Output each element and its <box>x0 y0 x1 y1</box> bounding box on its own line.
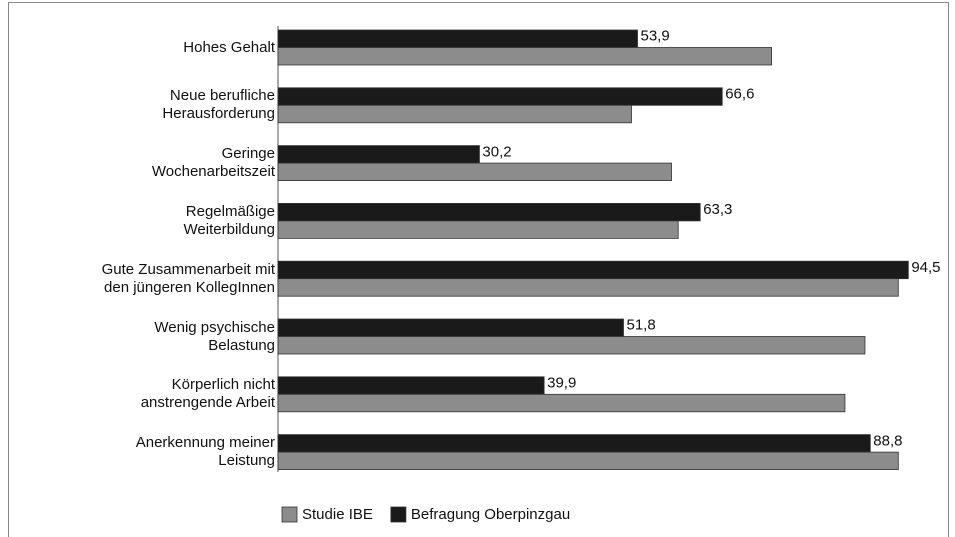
bar <box>277 104 632 124</box>
bar <box>277 278 899 297</box>
bar <box>277 434 871 453</box>
value-label: 39,9 <box>547 375 576 392</box>
bar <box>277 318 624 337</box>
value-label: 94,5 <box>911 259 940 276</box>
legend-label: Befragung Oberpinzgau <box>411 506 570 523</box>
category-label: Gute Zusammenarbeit mit den jüngeren Kol… <box>101 260 275 296</box>
bar <box>277 260 909 280</box>
value-label: 63,3 <box>703 201 732 218</box>
category-label: Wenig psychische Belastung <box>154 318 275 354</box>
bar <box>277 145 480 164</box>
category-label: Geringe Wochenarbeitszeit <box>151 145 275 181</box>
value-label: 53,9 <box>641 28 670 45</box>
bar <box>277 376 545 395</box>
value-label: 66,6 <box>725 86 754 103</box>
category-label: Neue berufliche Herausforderung <box>162 87 275 123</box>
bar <box>277 87 723 106</box>
legend-label: Studie IBE <box>302 506 373 523</box>
bar <box>277 162 672 182</box>
value-label: 88,8 <box>873 432 902 449</box>
category-label: Hohes Gehalt <box>183 38 275 56</box>
bar <box>277 29 638 48</box>
bar <box>277 451 899 471</box>
bar <box>277 47 772 66</box>
bar <box>277 220 679 239</box>
category-label: Körperlich nicht anstrengende Arbeit <box>140 376 275 412</box>
legend-swatch <box>390 506 407 523</box>
bar <box>277 393 846 413</box>
bar <box>277 336 866 355</box>
category-label: Anerkennung meiner Leistung <box>135 434 275 470</box>
legend-swatch <box>281 506 298 523</box>
bar <box>277 202 701 222</box>
category-label: Regelmäßige Weiterbildung <box>183 202 275 238</box>
value-label: 30,2 <box>482 143 511 160</box>
value-label: 51,8 <box>627 317 656 334</box>
